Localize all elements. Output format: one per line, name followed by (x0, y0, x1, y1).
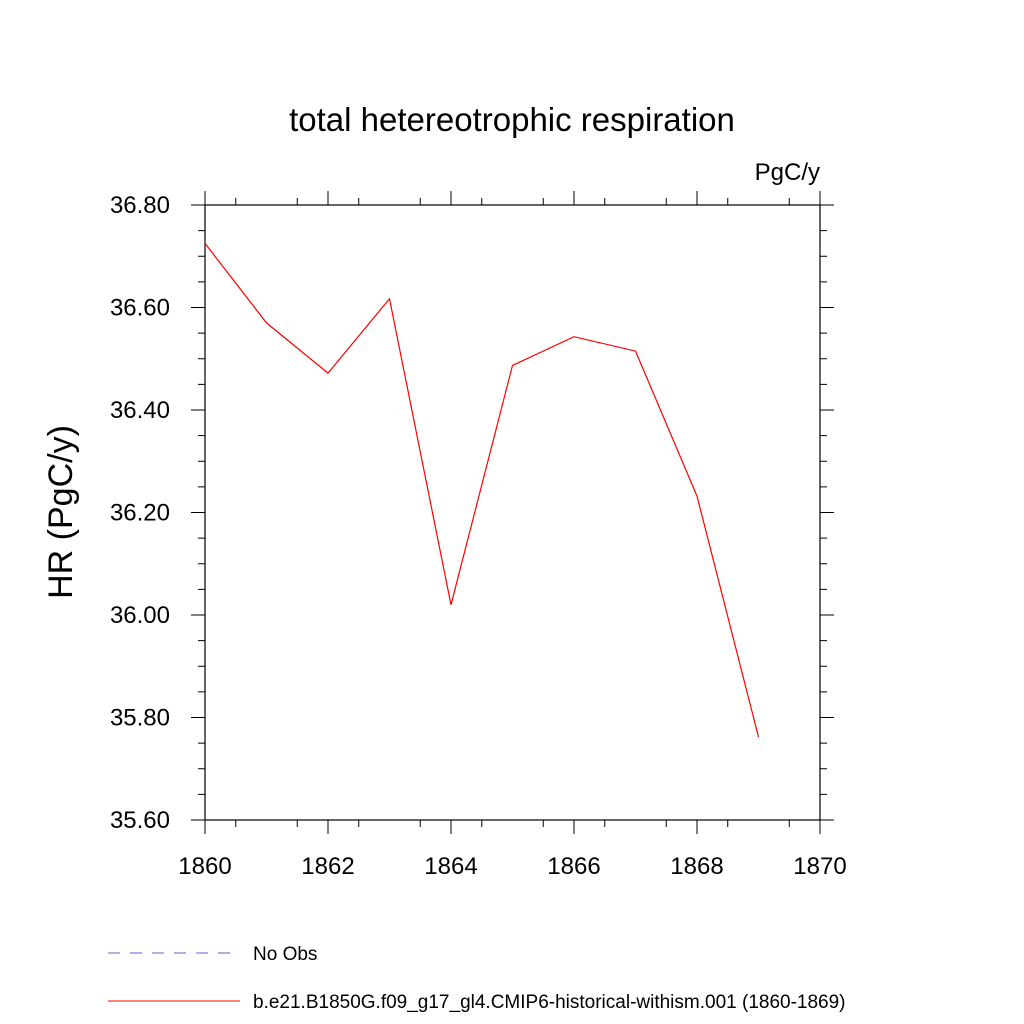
y-tick-label: 36.80 (110, 192, 170, 219)
x-tick-label: 1862 (301, 853, 354, 880)
y-tick-label: 36.20 (110, 500, 170, 527)
axis-ticks: 1860 1862 1864 1866 1868 1870 35.60 35.80 36.00 3… (110, 191, 847, 880)
x-tick-label: 1860 (178, 853, 231, 880)
y-tick-label: 36.60 (110, 295, 170, 322)
y-tick-label: 36.00 (110, 602, 170, 629)
x-tick-label: 1868 (670, 853, 723, 880)
y-tick-label: 35.60 (110, 807, 170, 834)
y-tick-label: 36.40 (110, 397, 170, 424)
y-axis-label: HR (PgC/y) (42, 425, 80, 599)
units-label: PgC/y (755, 159, 820, 186)
plot-frame (204, 204, 821, 821)
legend: No Obs b.e21.B1850G.f09_g17_gl4.CMIP6-his… (108, 944, 846, 1013)
x-tick-label: 1870 (793, 853, 846, 880)
legend-label: b.e21.B1850G.f09_g17_gl4.CMIP6-historica… (253, 992, 846, 1013)
series-line (204, 243, 760, 738)
x-tick-label: 1864 (424, 853, 477, 880)
chart-title: total hetereotrophic respiration (289, 101, 735, 138)
y-tick-label: 35.80 (110, 705, 170, 732)
series-lines (204, 243, 760, 738)
legend-label: No Obs (253, 944, 317, 965)
x-tick-label: 1866 (547, 853, 600, 880)
